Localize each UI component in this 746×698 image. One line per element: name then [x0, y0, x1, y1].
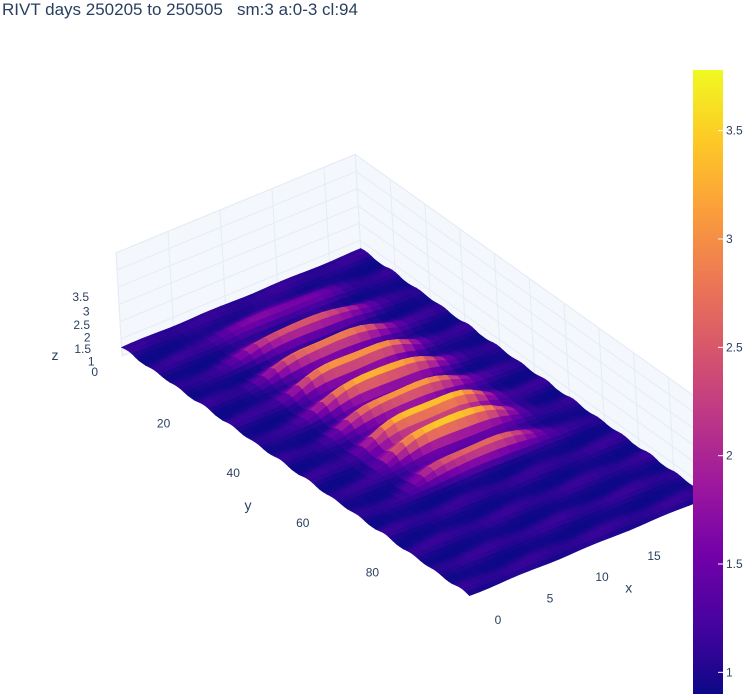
grid-line: [271, 188, 279, 292]
x-tick-label: 5: [547, 592, 554, 606]
x-tick-label: 0: [495, 613, 502, 627]
grid-line: [120, 239, 361, 340]
grid-line: [357, 205, 707, 455]
z-tick-label: 2: [84, 331, 91, 345]
grid-line: [359, 239, 709, 489]
grid-line: [354, 153, 704, 403]
grid-line: [115, 153, 356, 254]
x-axis-title: x: [625, 580, 632, 596]
z-tick-label: 3.5: [72, 290, 89, 304]
surface-layer[interactable]: [120, 248, 710, 597]
grid-line: [118, 205, 359, 305]
x-tick-label: 10: [595, 570, 609, 584]
colorbar-tick-label: 3: [726, 232, 733, 246]
chart-title: RIVT days 250205 to 250505 sm:3 a:0-3 cl…: [2, 0, 358, 19]
colorbar-tick-label: 2.5: [726, 340, 743, 354]
grid-line: [358, 222, 708, 472]
colorbar-bar[interactable]: [693, 70, 723, 694]
z-tick-label: 2.5: [73, 318, 90, 332]
y-axis-title: y: [245, 497, 252, 513]
colorbar-tick-label: 3.5: [726, 124, 743, 138]
grid-line: [323, 167, 331, 271]
colorbar-tick-label: 2: [726, 449, 733, 463]
y-tick-label: 80: [366, 565, 380, 579]
grid-line: [117, 188, 358, 288]
z-axis-title: z: [52, 347, 59, 363]
grid-line: [116, 171, 357, 271]
colorbar-tick-label: 1: [726, 665, 733, 679]
surface-cell: [465, 588, 481, 597]
z-tick-label: 3: [83, 305, 90, 319]
x-tick-label: 15: [647, 549, 661, 563]
colorbar-tick-label: 1.5: [726, 557, 743, 571]
grid-line: [167, 231, 175, 335]
z-tick-label: 0: [91, 365, 98, 379]
z-tick-label: 1.5: [74, 342, 91, 356]
grid-line: [219, 209, 227, 314]
y-tick-label: 60: [296, 516, 310, 530]
colorbar[interactable]: 1 1.5 2 2.5 3 3.5: [693, 70, 743, 694]
grid-layer: [115, 153, 710, 507]
grid-line: [119, 222, 360, 323]
y-tick-label: 40: [227, 466, 241, 480]
grid-line: [355, 171, 705, 420]
grid-line: [356, 188, 706, 438]
grid-line: [115, 252, 123, 357]
z-tick-label: 1: [88, 355, 95, 369]
y-tick-label: 20: [157, 417, 171, 431]
